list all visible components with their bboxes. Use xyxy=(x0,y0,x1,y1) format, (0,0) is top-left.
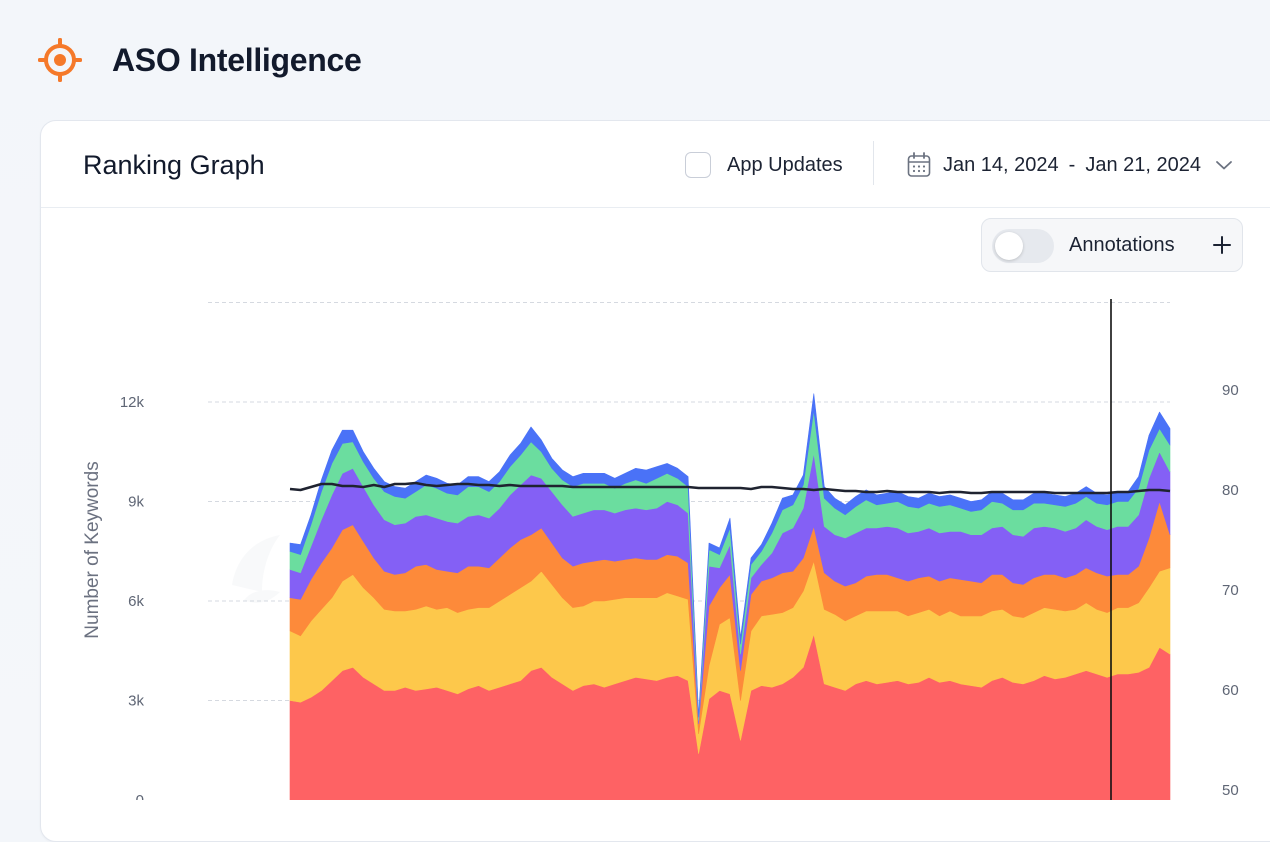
app-updates-label: App Updates xyxy=(727,153,843,176)
y-tick-label: 9k xyxy=(128,494,144,511)
app-updates-toggle[interactable]: App Updates xyxy=(685,149,843,181)
y-tick-label: 3k xyxy=(128,693,144,710)
card-header: Ranking Graph App Updates Jan 14, 2024 -… xyxy=(41,121,1270,208)
date-end: Jan 21, 2024 xyxy=(1085,153,1201,176)
ranking-chart: 0 3k 6k 9k 12k 50 60 70 80 90 Number of Keywords xyxy=(82,299,1239,800)
plus-icon[interactable] xyxy=(1210,232,1234,258)
average-rank-line xyxy=(289,481,1171,495)
y-axis-label: Number of Keywords xyxy=(82,461,103,638)
y2-tick-label: 80 xyxy=(1222,482,1239,499)
y2-tick-label: 50 xyxy=(1222,782,1239,799)
top-bar: ASO Intelligence xyxy=(0,0,1270,118)
date-range-picker[interactable]: Jan 14, 2024 - Jan 21, 2024 xyxy=(907,147,1233,183)
date-start: Jan 14, 2024 xyxy=(943,153,1059,176)
annotations-toggle[interactable] xyxy=(992,229,1054,263)
y-tick-label: 12k xyxy=(120,394,145,411)
y2-tick-label: 60 xyxy=(1222,682,1239,699)
target-icon xyxy=(38,38,82,82)
watermark-logo xyxy=(232,535,280,603)
y2-tick-label: 70 xyxy=(1222,582,1239,599)
area-series-6 xyxy=(289,393,1171,718)
annotations-control: Annotations xyxy=(981,218,1243,272)
y-tick-label: 6k xyxy=(128,593,144,610)
date-separator: - xyxy=(1068,153,1076,176)
toggle-knob xyxy=(995,232,1023,260)
app-updates-checkbox[interactable] xyxy=(685,152,711,178)
annotations-label: Annotations xyxy=(1069,234,1175,256)
header-divider xyxy=(873,141,874,185)
app-title: ASO Intelligence xyxy=(112,42,362,78)
y-tick-label: 0 xyxy=(136,792,144,800)
calendar-icon xyxy=(907,152,931,177)
chevron-down-icon xyxy=(1216,161,1232,170)
y2-tick-label: 90 xyxy=(1222,382,1239,399)
card-title: Ranking Graph xyxy=(83,150,265,180)
